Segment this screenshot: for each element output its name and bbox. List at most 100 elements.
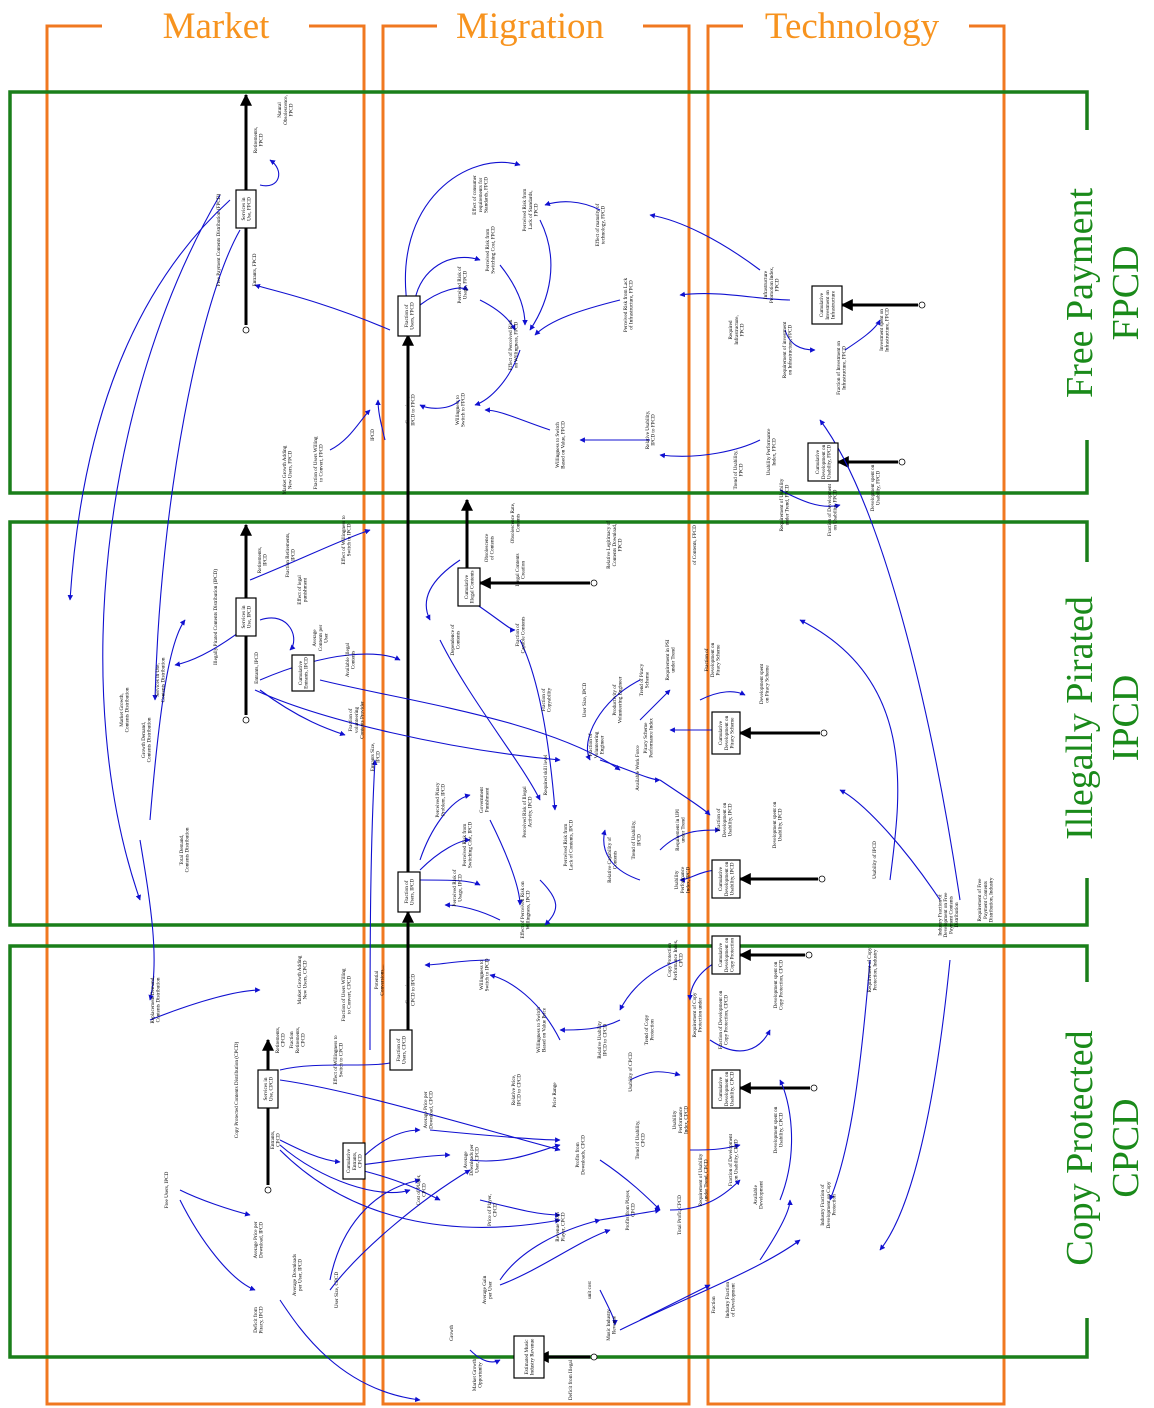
variable-label: Services in Use, CPCD	[263, 1077, 275, 1101]
variable-label-line: Growth	[449, 1325, 455, 1341]
variable-label-line: on Infrastructure, FPCD	[787, 325, 794, 376]
variable-label: Perceived Piracy Problem, IPCD	[435, 782, 447, 817]
variable-label: Available Work Force	[635, 745, 641, 791]
variable-label-line: IPCD	[376, 751, 382, 763]
variable-label: Trend of Usability, FPCD	[732, 450, 745, 489]
causal-link	[540, 880, 556, 925]
causal-link	[280, 1300, 420, 1400]
causal-link	[485, 410, 550, 430]
causal-link	[70, 200, 230, 600]
variable-label: Requirement of Copy Protection under	[691, 992, 704, 1037]
variable-label-line: CPCD	[281, 1033, 287, 1047]
column-title-market: Market	[163, 6, 271, 47]
variable-label: Fraction of Users, CPCD	[395, 1036, 408, 1064]
variable-label-line: FPCD	[617, 538, 623, 551]
variable-label: Development spent on Usability, CPCD	[773, 1106, 785, 1153]
variable-label-line: technology, FPCD	[601, 206, 607, 245]
variable-label-line: Users, CPCD	[402, 1036, 408, 1064]
variable-label-line: Opportunity	[478, 1362, 484, 1388]
variable-label: Usability of CPCD	[627, 1052, 634, 1092]
variable-label-line: Index, FPCD	[772, 438, 778, 466]
row-title-fpcd-line2: FPCD	[1105, 245, 1147, 340]
variable-label-line: Contents	[516, 514, 522, 532]
causal-link	[500, 1220, 600, 1280]
variable-label: Perceived Risk of Usage, IPCD	[451, 869, 464, 906]
variable-label-line: to Convert, FPCD	[319, 444, 325, 482]
variable-label-line: Download, IPCD	[259, 1222, 265, 1258]
variable-label: Cumulative Investment on Infrastructure	[819, 290, 836, 320]
variable-label: Requirement of Usability under Trend, FPC…	[778, 478, 791, 531]
causal-link	[660, 440, 760, 456]
variable-label: Conversions, IPCD to FPCD	[405, 394, 417, 426]
variable-label: Dependence of Contents	[449, 624, 462, 656]
variable-label: Services in Use, Contents Distribution	[155, 657, 167, 702]
causal-link	[155, 230, 240, 700]
causal-link	[520, 640, 555, 810]
variable-label-line: FPCD	[533, 203, 539, 216]
row-title-ipcd: Illegally Pirated IPCD	[1059, 596, 1147, 840]
variable-label: Average Gain per User	[482, 1275, 494, 1304]
variable-label-line: CPCD	[493, 1203, 499, 1217]
variable-label-line: Usability, IPCD	[778, 808, 784, 841]
variable-label: Willingness to Switch to IPCD	[479, 958, 491, 991]
variable-label: Average Price per Download, IPCD	[253, 1221, 265, 1258]
variable-label-line: unit cost	[587, 1281, 593, 1299]
variable-label: Deficit from Illegal	[567, 1359, 574, 1400]
variable-label: Services in Use, IPCD	[241, 605, 253, 628]
cloud	[591, 580, 597, 586]
variable-label: Usability Performance Index, IPCD	[674, 866, 691, 893]
variable-label: Development spent on Copy Protection, CPC…	[773, 960, 785, 1010]
variable-label-line: Development	[759, 1180, 765, 1209]
variable-label: Fraction of Copyability	[540, 687, 553, 712]
variable-label: Perceived Risk from Switching Cost, FPCD	[484, 226, 497, 274]
causal-link	[330, 1170, 470, 1290]
causal-link	[260, 618, 294, 650]
variable-label-line: Index, IPCD	[685, 867, 691, 893]
variable-label-line: Users, FPCD	[410, 302, 416, 330]
variable-label: Effect of maturity of technology, FPCD	[594, 203, 607, 246]
variable-labels: Services in Use, FPCDEntrants, FPCDRetire…	[119, 95, 994, 1400]
variable-label: Infrastructure Promotion Index, FPCD	[762, 267, 780, 303]
variable-label-line: Piracy Scheme	[715, 644, 721, 676]
variable-label: Fraction of Development on Piracy Scheme	[703, 642, 721, 677]
variable-label: Potential Conversions,...	[374, 964, 386, 995]
variable-label-line: Entrants, IPCD	[254, 652, 260, 684]
variable-label: Required skill level	[543, 754, 549, 795]
variable-label: Requirement in PSI under Trend	[665, 639, 677, 680]
variable-label: Average Downloads per User, CPCD	[463, 1144, 480, 1176]
variable-label-line: Usability, IPCD	[729, 862, 735, 895]
causal-link	[530, 220, 551, 330]
variable-label: Market Growth Opportunity	[472, 1359, 484, 1392]
variable-label: Development spent on Usability, FPCD	[870, 464, 882, 511]
variable-label-line: Free Payment Contents Distribution (FPCD…	[215, 193, 222, 286]
variable-label-line: IPCD to CPCD	[603, 1024, 609, 1056]
variable-label-line: CPCD	[300, 1033, 306, 1047]
variable-label: Requirement of Copy Protection, Industry	[866, 947, 879, 992]
variable-label-line: Download, CPCD	[429, 1091, 435, 1129]
variable-label: Entrants, IPCD	[254, 652, 260, 684]
variable-label-line: Usability, CPCD	[729, 1071, 735, 1106]
variable-label-line: Engineer	[599, 735, 605, 754]
variable-label-line: Based on Value Price	[542, 1007, 548, 1052]
variable-label: Perceived Risk of Usage, FPCD	[456, 266, 469, 303]
variable-label: Retirements, IPCD	[257, 547, 269, 573]
variable-label: Perceived Risk from Lack of Infrastructur…	[622, 277, 635, 332]
stocks	[236, 190, 842, 1378]
causal-link	[370, 760, 375, 1050]
variable-label: Retirements, CPCD	[275, 1027, 287, 1053]
variable-label: Revenue from Player, CPCD	[554, 1212, 567, 1242]
variable-label-line: Activity, IPCD	[528, 796, 534, 827]
variable-label-line: of Infrastructure, FPCD	[628, 280, 635, 330]
variable-label: Average Price per Download, CPCD	[423, 1091, 435, 1129]
variable-label: Relative Usability IPCD to CPCD	[597, 1021, 609, 1059]
variable-label-line: Contents Distribution	[161, 657, 167, 702]
causal-link	[330, 1180, 420, 1280]
variable-label: Growth	[449, 1325, 455, 1341]
causal-link	[490, 820, 520, 905]
cloud	[819, 876, 825, 882]
causal-link	[845, 320, 880, 350]
variable-label: Market Growth Adding New Users, CPCD	[297, 955, 309, 1004]
causal-link	[150, 620, 185, 820]
variable-label-line: User Size, CPCD	[334, 1272, 340, 1308]
